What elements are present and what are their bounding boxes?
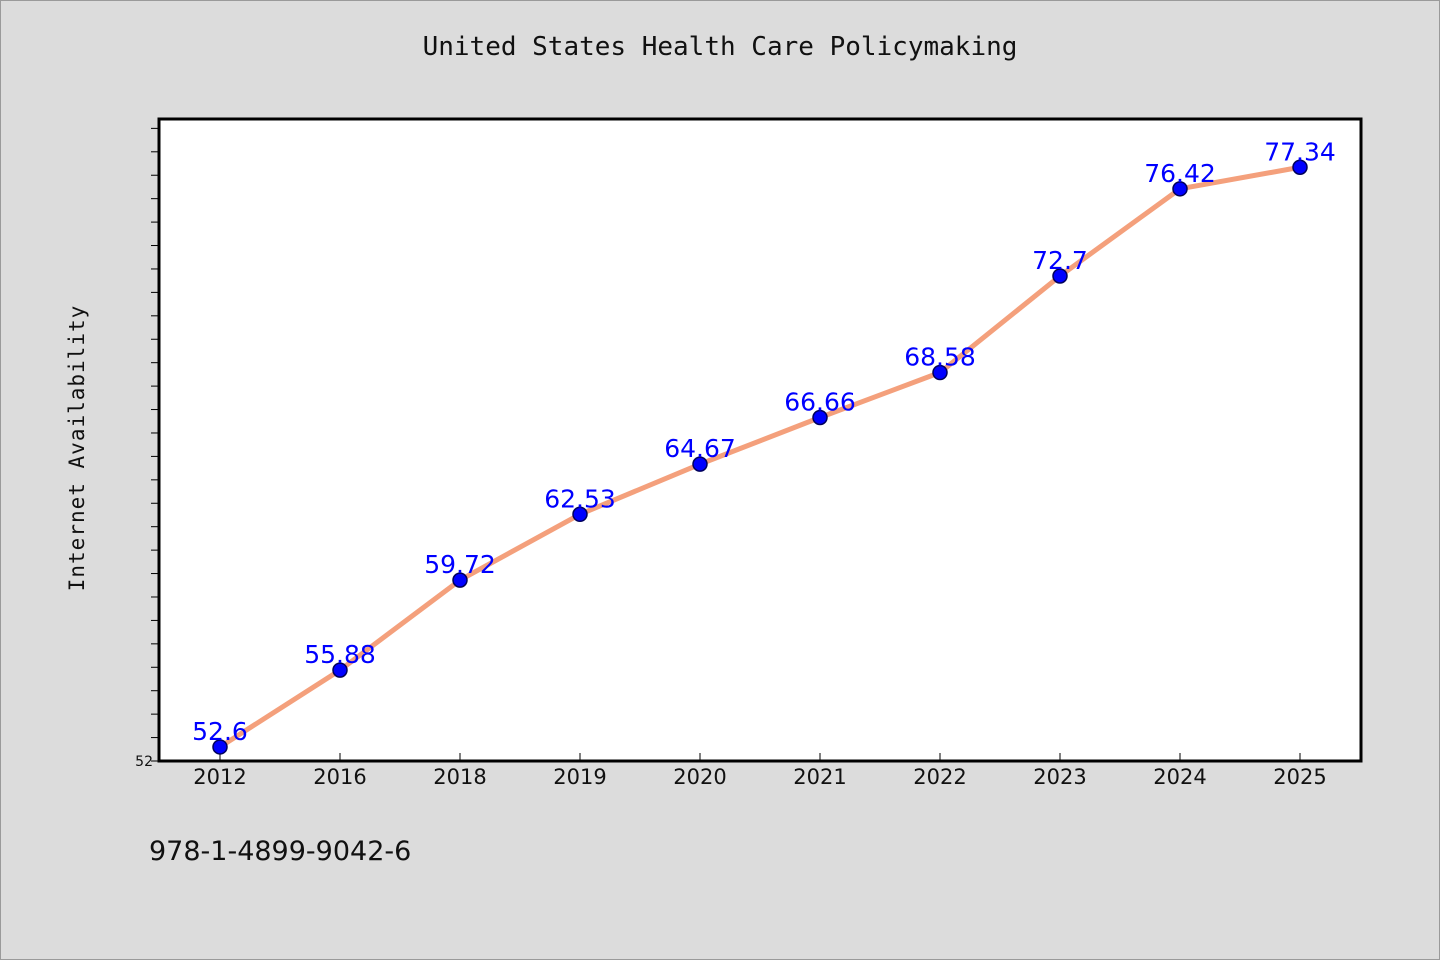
data-point (452, 572, 468, 588)
x-tick-label: 2025 (1273, 765, 1326, 789)
x-tick-label: 2016 (313, 765, 366, 789)
x-tick-label: 2021 (793, 765, 846, 789)
x-axis-ticks: 2012 2016 2018 2019 2020 2021 2022 2023 2024 2025 (193, 753, 1327, 789)
data-label: 59.72 (424, 550, 496, 579)
data-point (812, 409, 828, 426)
chart-title: United States Health Care Policymaking (422, 32, 1018, 62)
series-line (217, 164, 1303, 750)
x-tick-label: 2023 (1033, 765, 1086, 789)
data-point (692, 456, 708, 472)
x-tick-label: 2019 (553, 765, 606, 789)
x-tick-label: 2018 (433, 765, 486, 789)
data-label: 76.42 (1144, 159, 1216, 188)
data-label: 55.88 (304, 640, 376, 669)
data-label: 62.53 (544, 484, 616, 513)
data-point (1052, 268, 1068, 284)
isbn-code: 978-1-4899-9042-6 (149, 836, 412, 867)
x-tick-label: 2020 (673, 765, 726, 789)
data-point (332, 662, 348, 678)
data-labels: 52.6 55.88 59.72 62.53 64.67 66.66 68.58 72.7 76… (192, 137, 1336, 746)
data-point (1172, 181, 1188, 197)
data-point (932, 364, 948, 381)
series-markers (212, 159, 1308, 755)
data-label: 77.34 (1264, 137, 1336, 166)
data-point (1292, 159, 1308, 176)
series-line-group (217, 164, 1303, 750)
data-label: 52.6 (192, 717, 248, 746)
data-label: 64.67 (664, 434, 736, 463)
y-tick-label: 52 (135, 754, 153, 770)
x-tick-label: 2022 (913, 765, 966, 789)
data-label: 66.66 (784, 388, 856, 417)
x-tick-label: 2024 (1153, 765, 1206, 789)
data-label: 68.58 (904, 343, 976, 372)
y-axis-ticks: 52 (135, 127, 159, 770)
data-label: 72.7 (1032, 246, 1088, 275)
x-tick-label: 2012 (193, 765, 246, 789)
data-point (572, 506, 588, 523)
data-point (212, 739, 228, 755)
